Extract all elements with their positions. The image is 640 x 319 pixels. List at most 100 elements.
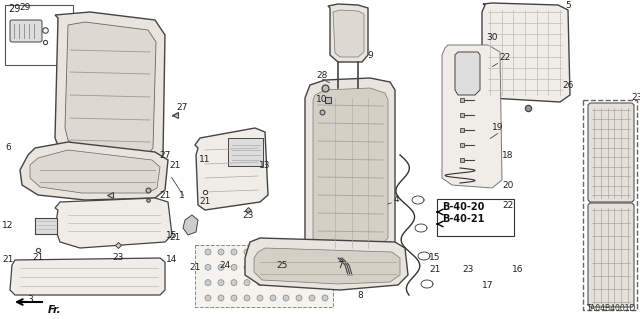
Circle shape: [296, 264, 302, 270]
Polygon shape: [305, 78, 395, 258]
Polygon shape: [20, 142, 168, 200]
Polygon shape: [183, 215, 198, 235]
Circle shape: [244, 280, 250, 286]
Circle shape: [205, 280, 211, 286]
Circle shape: [296, 280, 302, 286]
Text: 1: 1: [179, 190, 185, 199]
Polygon shape: [328, 4, 368, 62]
Polygon shape: [55, 12, 165, 172]
Circle shape: [309, 249, 315, 255]
Polygon shape: [588, 103, 634, 202]
Text: 17: 17: [483, 280, 493, 290]
FancyBboxPatch shape: [10, 20, 42, 42]
Circle shape: [283, 264, 289, 270]
Polygon shape: [442, 45, 502, 188]
Text: 21: 21: [170, 234, 180, 242]
Circle shape: [322, 295, 328, 301]
Polygon shape: [333, 10, 364, 57]
Text: 25: 25: [276, 261, 288, 270]
Text: 8: 8: [357, 291, 363, 300]
Circle shape: [309, 264, 315, 270]
Circle shape: [205, 295, 211, 301]
Polygon shape: [482, 3, 570, 102]
Circle shape: [296, 249, 302, 255]
Text: TA04B4001D: TA04B4001D: [587, 304, 636, 313]
Text: 29: 29: [8, 4, 20, 14]
Circle shape: [231, 295, 237, 301]
Text: 21: 21: [32, 254, 44, 263]
Circle shape: [244, 295, 250, 301]
Text: 22: 22: [499, 54, 511, 63]
Circle shape: [205, 249, 211, 255]
Text: 27: 27: [159, 151, 171, 160]
Text: 21: 21: [199, 197, 211, 206]
Text: 3: 3: [27, 295, 33, 305]
Circle shape: [231, 264, 237, 270]
Circle shape: [322, 280, 328, 286]
Text: 24: 24: [220, 261, 230, 270]
Text: 20: 20: [502, 181, 514, 189]
Circle shape: [257, 264, 263, 270]
Bar: [583, 100, 637, 310]
Text: 12: 12: [3, 220, 13, 229]
Polygon shape: [10, 258, 165, 295]
Text: 6: 6: [5, 144, 11, 152]
Text: 23: 23: [112, 254, 124, 263]
Circle shape: [322, 249, 328, 255]
Text: 14: 14: [166, 256, 178, 264]
Circle shape: [244, 264, 250, 270]
Text: 10: 10: [316, 95, 328, 105]
Circle shape: [309, 295, 315, 301]
Text: 29: 29: [19, 4, 31, 12]
Polygon shape: [254, 248, 400, 284]
Bar: [35, 218, 57, 234]
Text: 23: 23: [631, 93, 640, 102]
Polygon shape: [55, 198, 172, 248]
Text: 15: 15: [166, 231, 178, 240]
Text: Fr.: Fr.: [48, 305, 61, 315]
Text: 4: 4: [393, 196, 399, 204]
Circle shape: [296, 295, 302, 301]
Text: 18: 18: [502, 151, 514, 160]
Circle shape: [218, 280, 224, 286]
Polygon shape: [65, 22, 156, 158]
Text: 23: 23: [462, 265, 474, 275]
Text: 21: 21: [189, 263, 201, 271]
Circle shape: [218, 249, 224, 255]
Circle shape: [270, 280, 276, 286]
Text: 23: 23: [243, 211, 253, 219]
Circle shape: [322, 264, 328, 270]
Text: 13: 13: [259, 160, 271, 169]
Polygon shape: [30, 150, 160, 193]
Text: 21: 21: [429, 265, 441, 275]
Bar: [228, 138, 263, 166]
Circle shape: [283, 280, 289, 286]
Text: 9: 9: [367, 50, 373, 60]
Circle shape: [257, 295, 263, 301]
Text: 7: 7: [337, 261, 343, 270]
Text: 21: 21: [159, 190, 171, 199]
Text: 5: 5: [565, 1, 571, 10]
Polygon shape: [245, 238, 408, 290]
Text: 21: 21: [3, 256, 13, 264]
Polygon shape: [313, 88, 388, 250]
Text: 28: 28: [316, 70, 328, 79]
Circle shape: [231, 280, 237, 286]
Text: B-40-20: B-40-20: [442, 202, 484, 212]
Circle shape: [218, 295, 224, 301]
Text: B-40-21: B-40-21: [442, 214, 484, 224]
Text: 27: 27: [176, 103, 188, 113]
Text: 30: 30: [486, 33, 498, 42]
Text: 11: 11: [199, 155, 211, 165]
Circle shape: [244, 249, 250, 255]
Circle shape: [270, 249, 276, 255]
Bar: [5, 5, 73, 65]
Circle shape: [270, 264, 276, 270]
Polygon shape: [588, 203, 634, 307]
Text: 16: 16: [512, 265, 524, 275]
Circle shape: [309, 280, 315, 286]
Circle shape: [257, 249, 263, 255]
Bar: [195, 245, 333, 307]
Text: 21: 21: [170, 160, 180, 169]
Polygon shape: [455, 52, 480, 95]
